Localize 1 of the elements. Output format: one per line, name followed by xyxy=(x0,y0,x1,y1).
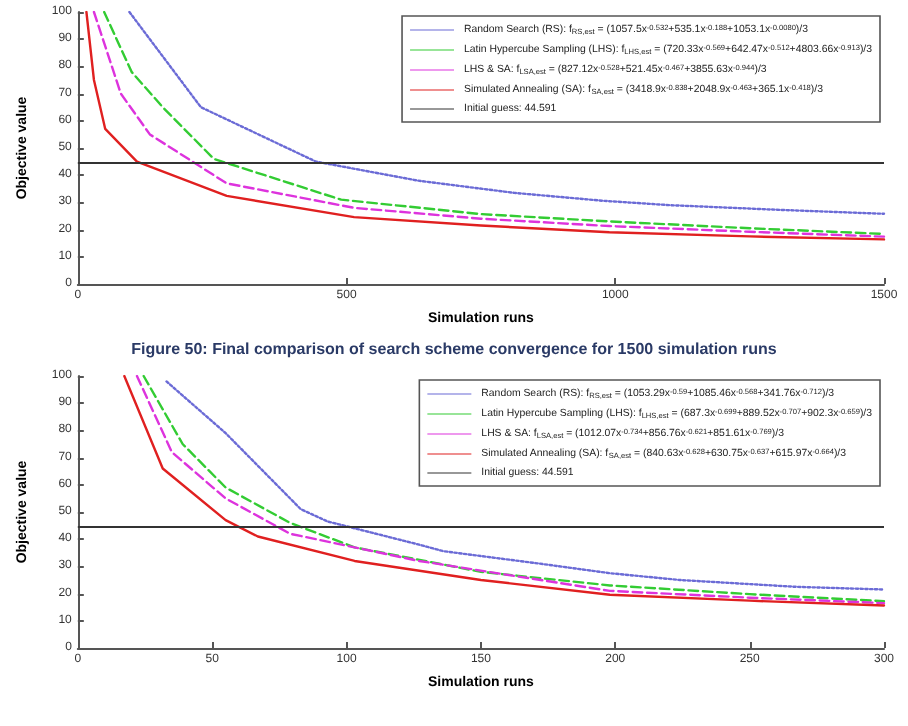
caption: Figure 50: Final comparison of search scheme convergence for 1500 simulation runs xyxy=(129,338,779,362)
